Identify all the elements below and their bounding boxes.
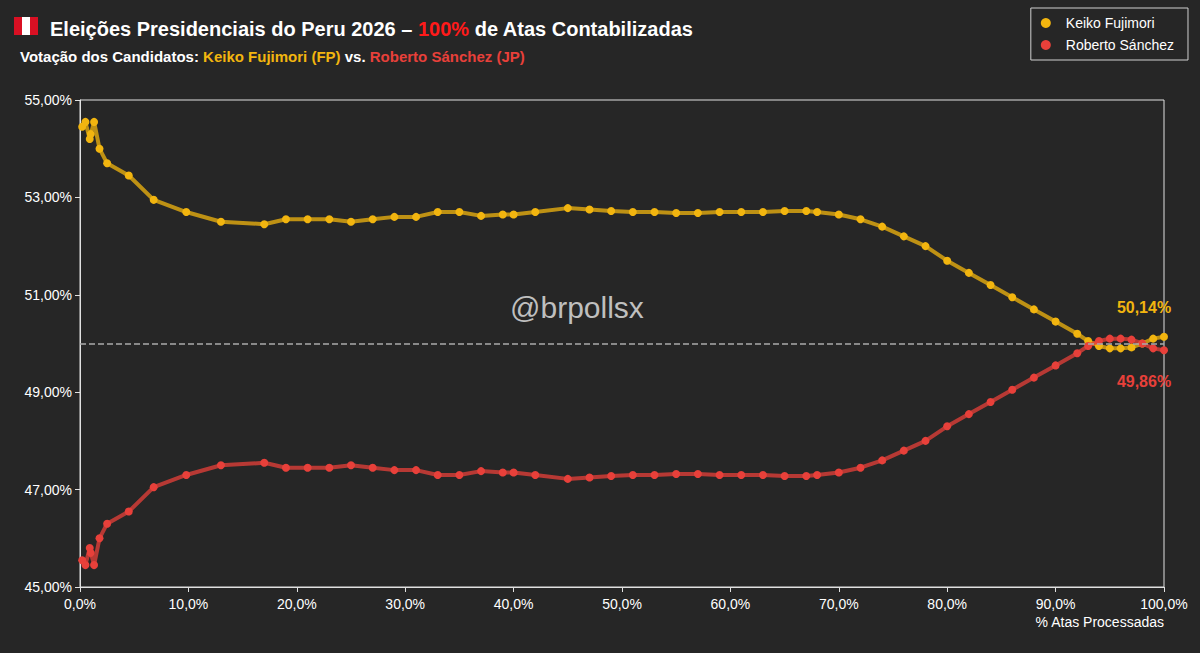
svg-text:0,0%: 0,0%	[64, 596, 96, 612]
svg-text:50,14%: 50,14%	[1117, 299, 1171, 316]
svg-text:de Atas Contabilizadas: de Atas Contabilizadas	[469, 18, 693, 40]
svg-text:% Atas Processadas: % Atas Processadas	[1036, 614, 1164, 630]
svg-text:vs.: vs.	[341, 48, 370, 65]
svg-text:20,0%: 20,0%	[277, 596, 317, 612]
svg-text:100,0%: 100,0%	[1140, 596, 1187, 612]
svg-text:50,0%: 50,0%	[602, 596, 642, 612]
svg-text:55,00%: 55,00%	[25, 92, 72, 108]
svg-text:Eleições Presidenciais do Peru: Eleições Presidenciais do Peru 2026 –	[50, 18, 418, 40]
svg-text:@brpollsx: @brpollsx	[510, 291, 644, 324]
svg-text:49,00%: 49,00%	[25, 384, 72, 400]
svg-text:45,00%: 45,00%	[25, 579, 72, 595]
svg-text:40,0%: 40,0%	[494, 596, 534, 612]
svg-text:100%: 100%	[418, 18, 469, 40]
svg-text:53,00%: 53,00%	[25, 189, 72, 205]
svg-text:49,86%: 49,86%	[1117, 373, 1171, 390]
svg-text:Keiko Fujimori (FP): Keiko Fujimori (FP)	[203, 48, 341, 65]
svg-text:51,00%: 51,00%	[25, 287, 72, 303]
svg-text:10,0%: 10,0%	[169, 596, 209, 612]
svg-text:70,0%: 70,0%	[819, 596, 859, 612]
svg-text:30,0%: 30,0%	[385, 596, 425, 612]
svg-text:Keiko Fujimori: Keiko Fujimori	[1066, 15, 1155, 31]
svg-text:47,00%: 47,00%	[25, 482, 72, 498]
svg-text:Roberto Sánchez (JP): Roberto Sánchez (JP)	[370, 48, 525, 65]
svg-text:80,0%: 80,0%	[927, 596, 967, 612]
svg-text:Roberto Sánchez: Roberto Sánchez	[1066, 37, 1174, 53]
svg-text:90,0%: 90,0%	[1036, 596, 1076, 612]
svg-text:Votação dos Candidatos:: Votação dos Candidatos:	[20, 48, 203, 65]
svg-text:60,0%: 60,0%	[711, 596, 751, 612]
